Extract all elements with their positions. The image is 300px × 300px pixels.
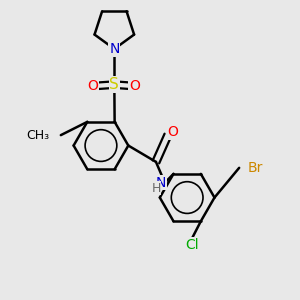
Text: N: N [156,176,166,190]
Text: Br: Br [248,161,263,175]
Text: S: S [110,77,119,92]
Text: O: O [129,79,140,93]
Text: CH₃: CH₃ [26,129,49,142]
Text: H: H [151,182,160,194]
Text: O: O [88,79,98,93]
Text: Cl: Cl [185,238,198,252]
Text: O: O [167,125,178,139]
Text: N: N [109,42,119,56]
